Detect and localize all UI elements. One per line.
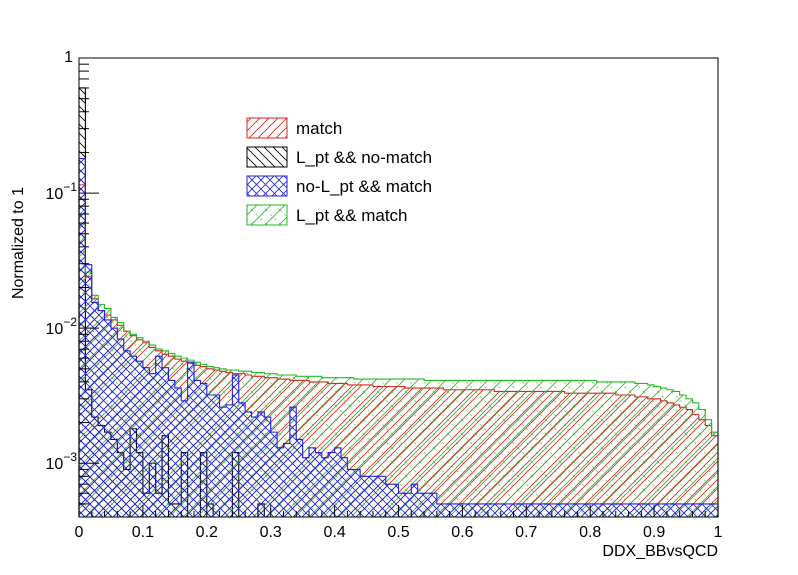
x-tick-label: 0.5 xyxy=(387,524,409,541)
legend-label: match xyxy=(296,119,342,138)
x-tick-label: 0.8 xyxy=(579,524,601,541)
x-tick-label: 0 xyxy=(75,524,84,541)
x-tick-label: 0.6 xyxy=(451,524,473,541)
y-tick-label: 10−3 xyxy=(46,450,78,473)
legend-swatch xyxy=(246,204,288,226)
axis-layer: 0 0.1 0.2 0.3 0.4 0.5 0.6 0.7 0.8 0.9 1 10−3 10−2 10−… xyxy=(46,49,723,541)
legend: match L_pt && no-match no-L_pt && match L_p… xyxy=(246,117,432,226)
y-tick-label: 1 xyxy=(64,49,73,66)
legend-swatch xyxy=(246,146,288,168)
x-tick-label: 0.9 xyxy=(643,524,665,541)
x-axis-label: DDX_BBvsQCD xyxy=(602,543,718,560)
legend-entry: L_pt && no-match xyxy=(246,146,432,168)
y-tick-label: 10−2 xyxy=(46,315,78,338)
series-outline xyxy=(78,198,719,517)
x-tick-label: 1 xyxy=(714,524,723,541)
legend-swatch xyxy=(246,175,288,197)
x-tick-label: 0.2 xyxy=(196,524,218,541)
series-outline xyxy=(78,158,719,517)
legend-label: L_pt && match xyxy=(296,206,408,225)
series-layer xyxy=(78,87,719,518)
x-tick-label: 0.7 xyxy=(515,524,537,541)
x-tick-label: 0.4 xyxy=(323,524,345,541)
legend-label: L_pt && no-match xyxy=(296,148,432,167)
legend-entry: L_pt && match xyxy=(246,204,408,226)
legend-label: no-L_pt && match xyxy=(296,177,432,196)
x-tick-label: 0.1 xyxy=(132,524,154,541)
x-tick-label: 0.3 xyxy=(260,524,282,541)
series-no-l-pt-match xyxy=(78,158,719,517)
legend-entry: match xyxy=(246,117,342,139)
legend-swatch xyxy=(246,117,288,139)
y-axis-label: Normalized to 1 xyxy=(10,187,27,299)
y-tick-label: 10−1 xyxy=(46,180,78,203)
legend-entry: no-L_pt && match xyxy=(246,175,432,197)
series-fill xyxy=(79,158,718,517)
